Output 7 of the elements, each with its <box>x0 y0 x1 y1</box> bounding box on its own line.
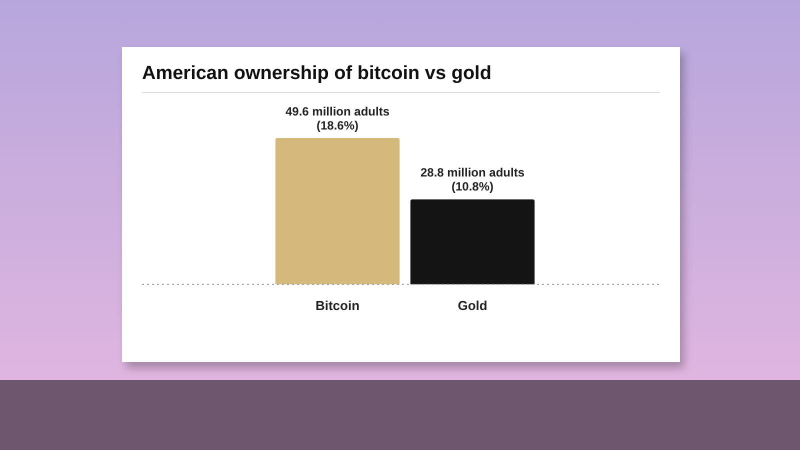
annotation: (10.8%) <box>451 180 494 194</box>
x-tick-label: Bitcoin <box>315 298 360 313</box>
data-label: 28.8 million adults <box>420 166 525 180</box>
chart-title: American ownership of bitcoin vs gold <box>142 63 492 85</box>
x-tick-label: Gold <box>458 298 488 313</box>
data-label: 49.6 million adults <box>285 104 390 118</box>
annotation: (18.6%) <box>316 118 359 132</box>
